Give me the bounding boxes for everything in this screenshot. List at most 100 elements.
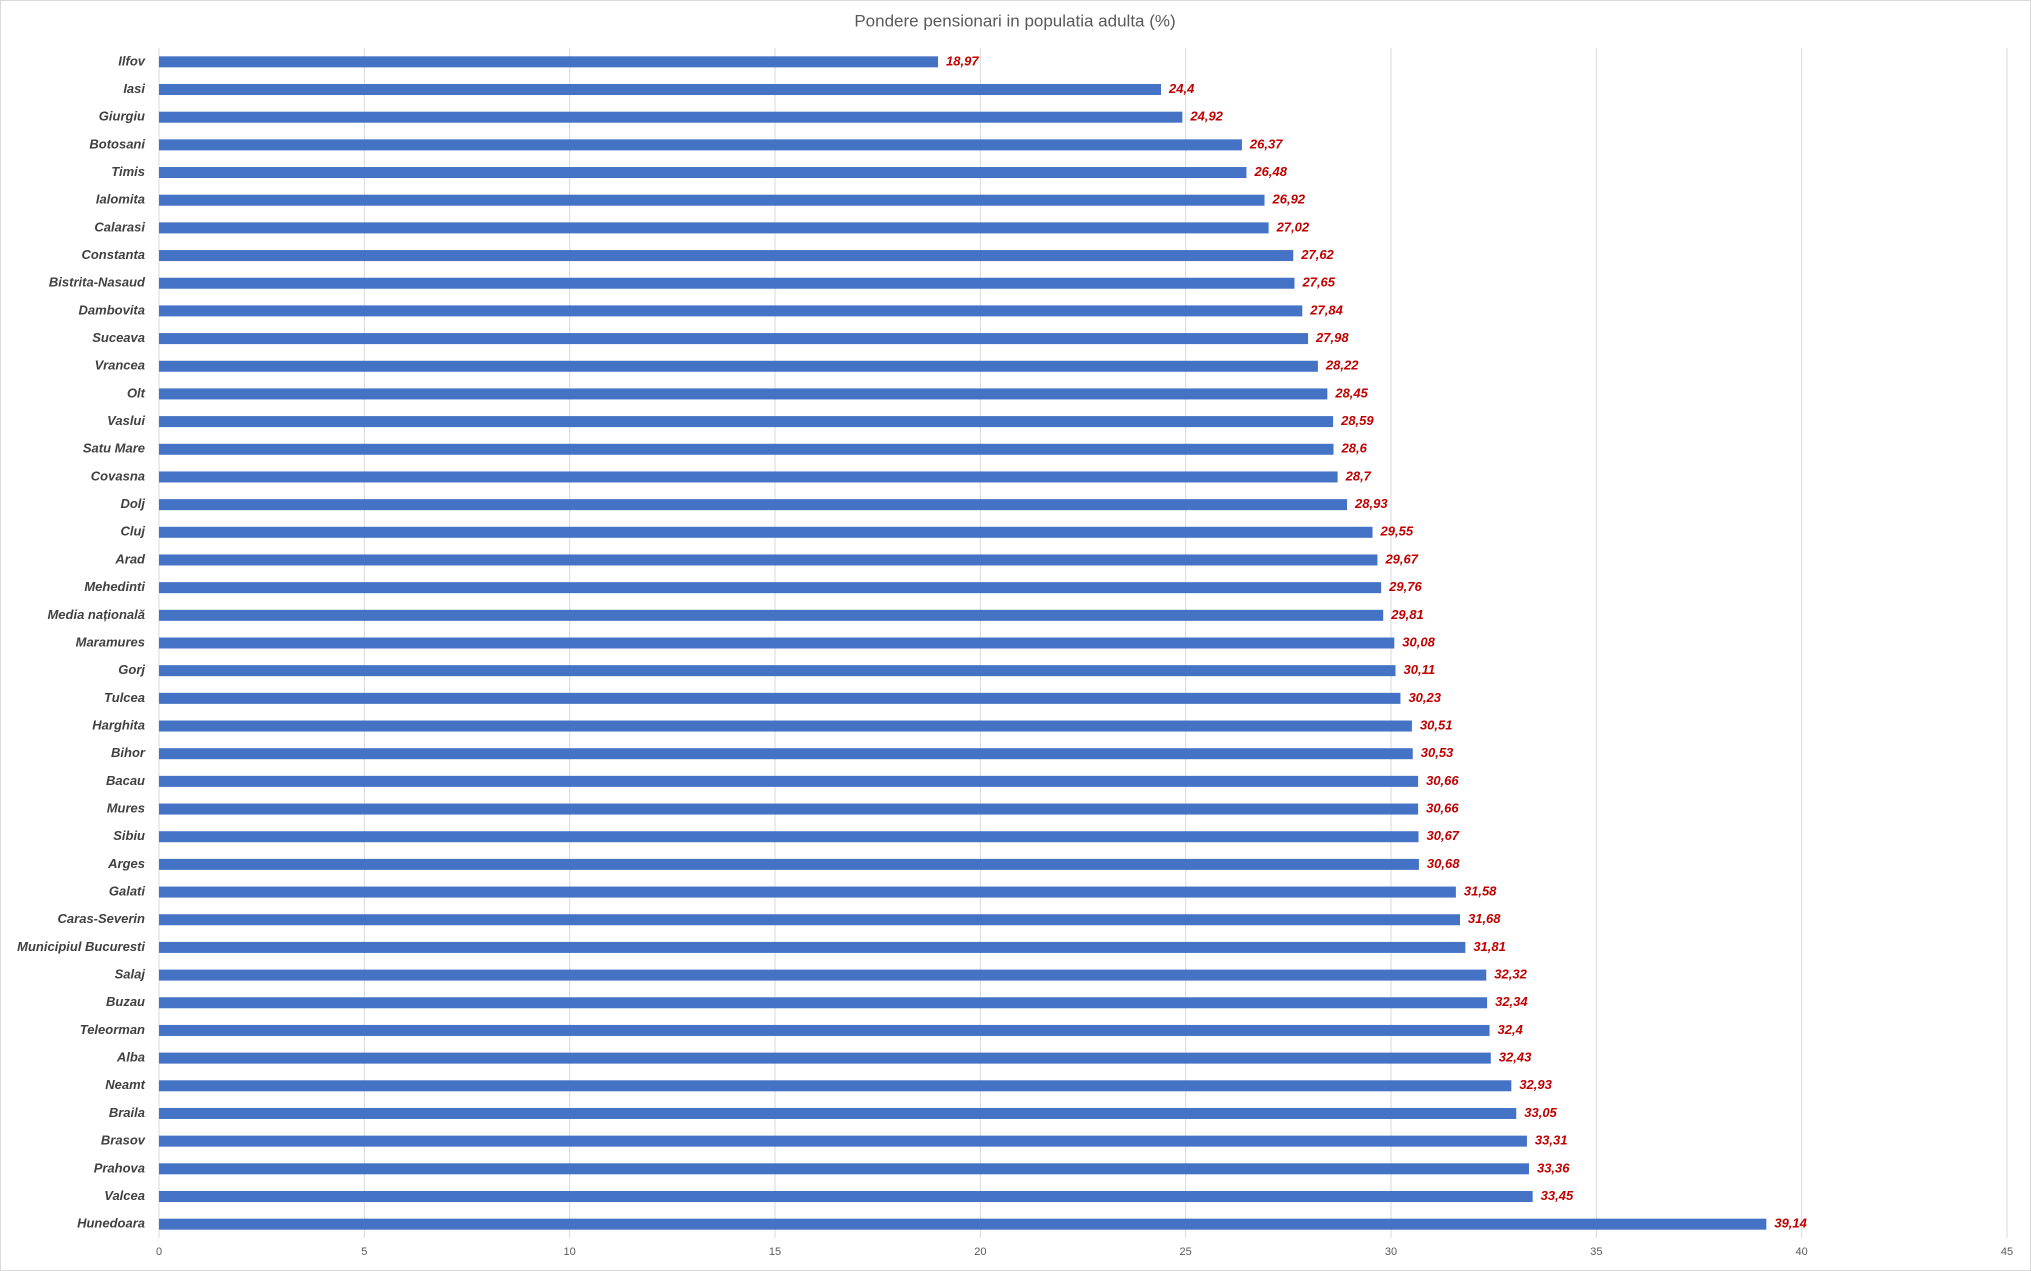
y-tick-label: Dambovita bbox=[79, 302, 145, 317]
y-tick-label: Bihor bbox=[111, 745, 146, 760]
bar bbox=[159, 167, 1247, 179]
y-tick-label: Dolj bbox=[120, 496, 145, 511]
value-label: 30,68 bbox=[1427, 856, 1460, 871]
bar bbox=[159, 250, 1294, 262]
value-label: 39,14 bbox=[1774, 1216, 1807, 1231]
bar bbox=[159, 333, 1309, 345]
bar bbox=[159, 1024, 1490, 1036]
bar bbox=[159, 277, 1295, 289]
bar bbox=[159, 416, 1334, 428]
y-tick-label: Valcea bbox=[104, 1188, 145, 1203]
x-tick-label: 20 bbox=[974, 1246, 986, 1258]
bar bbox=[159, 665, 1396, 677]
bar bbox=[159, 1052, 1491, 1064]
value-label: 26,48 bbox=[1253, 164, 1287, 179]
y-tick-label: Sibiu bbox=[113, 828, 145, 843]
bar bbox=[159, 775, 1419, 787]
bar bbox=[159, 692, 1401, 704]
y-tick-label: Galati bbox=[109, 884, 146, 899]
value-label: 32,93 bbox=[1519, 1077, 1552, 1092]
x-tick-label: 45 bbox=[2001, 1246, 2013, 1258]
y-tick-label: Arad bbox=[114, 551, 146, 566]
value-label: 27,02 bbox=[1276, 219, 1310, 234]
value-label: 28,7 bbox=[1345, 468, 1372, 483]
bar bbox=[159, 637, 1395, 649]
bar bbox=[159, 305, 1303, 317]
x-tick-label: 30 bbox=[1385, 1246, 1397, 1258]
bar bbox=[159, 84, 1162, 96]
bar bbox=[159, 1190, 1533, 1202]
x-tick-label: 5 bbox=[361, 1246, 367, 1258]
value-label: 32,4 bbox=[1498, 1022, 1524, 1037]
bar bbox=[159, 1135, 1527, 1147]
value-label: 31,81 bbox=[1473, 939, 1506, 954]
y-tick-label: Calarasi bbox=[94, 219, 145, 234]
bar bbox=[159, 388, 1328, 400]
x-tick-label: 10 bbox=[564, 1246, 576, 1258]
chart-title: Pondere pensionari in populatia adulta (… bbox=[854, 11, 1175, 30]
bar bbox=[159, 831, 1419, 843]
bar bbox=[159, 526, 1373, 538]
bar bbox=[159, 360, 1318, 372]
value-label: 32,43 bbox=[1499, 1050, 1532, 1065]
bar bbox=[159, 1107, 1517, 1119]
bar bbox=[159, 111, 1183, 123]
y-tick-label: Vrancea bbox=[95, 358, 145, 373]
y-tick-label: Constanta bbox=[81, 247, 145, 262]
y-tick-label: Neamt bbox=[105, 1077, 145, 1092]
bar bbox=[159, 443, 1334, 455]
value-label: 30,66 bbox=[1426, 800, 1459, 815]
y-tick-label: Brasov bbox=[101, 1133, 146, 1148]
y-tick-label: Mures bbox=[107, 800, 145, 815]
y-tick-label: Mehedinti bbox=[84, 579, 145, 594]
y-tick-label: Braila bbox=[109, 1105, 145, 1120]
bar bbox=[159, 941, 1466, 953]
y-tick-label: Maramures bbox=[76, 634, 145, 649]
bar bbox=[159, 1080, 1512, 1092]
value-label: 29,55 bbox=[1380, 524, 1414, 539]
x-tick-label: 15 bbox=[769, 1246, 781, 1258]
value-label: 28,93 bbox=[1354, 496, 1388, 511]
bar bbox=[159, 222, 1269, 234]
bar bbox=[159, 1218, 1767, 1230]
value-label: 31,68 bbox=[1468, 911, 1501, 926]
value-label: 28,22 bbox=[1325, 358, 1359, 373]
y-tick-label: Ialomita bbox=[96, 192, 145, 207]
value-label: 24,4 bbox=[1168, 81, 1195, 96]
value-label: 31,58 bbox=[1464, 884, 1497, 899]
y-tick-label: Iasi bbox=[123, 81, 145, 96]
value-label: 27,62 bbox=[1300, 247, 1334, 262]
y-tick-label: Teleorman bbox=[80, 1022, 145, 1037]
bar bbox=[159, 582, 1382, 594]
value-label: 18,97 bbox=[946, 53, 979, 68]
value-label: 26,92 bbox=[1272, 192, 1306, 207]
y-tick-label: Harghita bbox=[92, 717, 145, 732]
bar bbox=[159, 609, 1384, 621]
bar bbox=[159, 914, 1460, 926]
y-tick-label: Satu Mare bbox=[83, 441, 145, 456]
y-tick-label: Tulcea bbox=[104, 690, 145, 705]
y-tick-label: Municipiul Bucuresti bbox=[17, 939, 145, 954]
value-label: 28,59 bbox=[1340, 413, 1374, 428]
y-tick-label: Prahova bbox=[94, 1160, 145, 1175]
bar bbox=[159, 720, 1412, 732]
value-label: 30,08 bbox=[1402, 634, 1435, 649]
y-tick-label: Botosani bbox=[89, 136, 145, 151]
value-label: 32,32 bbox=[1494, 967, 1527, 982]
value-label: 29,76 bbox=[1388, 579, 1422, 594]
value-label: 30,53 bbox=[1421, 745, 1454, 760]
value-label: 26,37 bbox=[1249, 136, 1283, 151]
bar bbox=[159, 748, 1413, 760]
y-tick-label: Gorj bbox=[118, 662, 145, 677]
y-tick-label: Olt bbox=[127, 385, 146, 400]
value-label: 30,11 bbox=[1404, 662, 1436, 677]
y-tick-label: Suceava bbox=[92, 330, 145, 345]
bar bbox=[159, 803, 1419, 815]
bar bbox=[159, 969, 1487, 981]
value-label: 33,45 bbox=[1541, 1188, 1574, 1203]
value-label: 28,45 bbox=[1334, 385, 1368, 400]
y-tick-label: Salaj bbox=[115, 967, 146, 982]
